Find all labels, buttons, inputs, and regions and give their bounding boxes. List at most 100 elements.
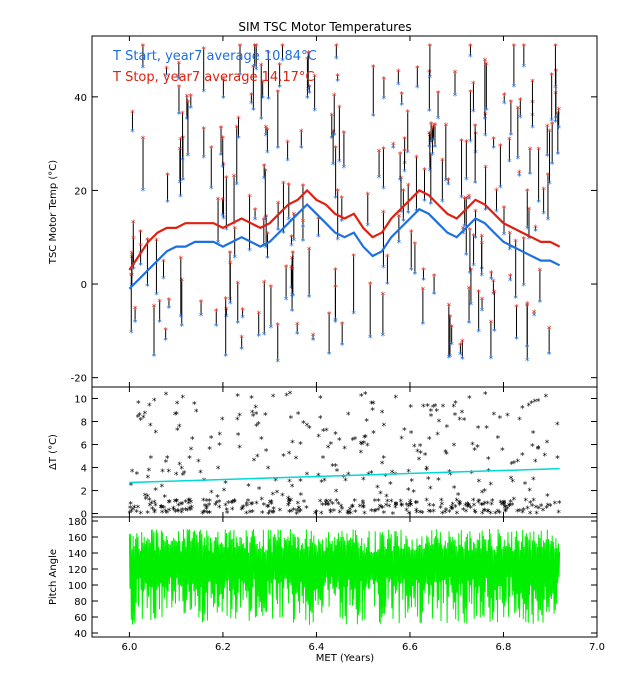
delta-t-point: * — [346, 411, 351, 421]
delta-t-point: * — [347, 509, 352, 519]
stop-point: * — [199, 299, 204, 309]
delta-t-point: * — [183, 499, 188, 509]
stop-point: * — [252, 42, 257, 52]
delta-t-point: * — [407, 510, 412, 520]
stop-point: * — [479, 233, 484, 243]
stop-point: * — [405, 109, 410, 119]
delta-t-point: * — [333, 431, 338, 441]
start-point: * — [538, 298, 543, 308]
delta-t-point: * — [183, 507, 188, 517]
delta-t-point: * — [383, 472, 388, 482]
delta-t-point: * — [452, 442, 457, 452]
start-point: * — [202, 154, 207, 164]
delta-t-point: * — [497, 509, 502, 519]
delta-t-point: * — [486, 508, 491, 518]
stop-point: * — [533, 224, 538, 234]
start-point: * — [525, 357, 530, 367]
delta-t-point: * — [294, 511, 299, 521]
delta-t-point: * — [162, 493, 167, 503]
stop-point: * — [421, 267, 426, 277]
stop-point: * — [491, 136, 496, 146]
delta-t-point: * — [531, 497, 536, 507]
start-point: * — [285, 157, 290, 167]
start-point: * — [483, 115, 488, 125]
delta-t-point: * — [284, 392, 289, 402]
delta-t-point: * — [299, 491, 304, 501]
delta-t-point: * — [453, 411, 458, 421]
delta-t-point: * — [266, 511, 271, 521]
delta-t-point: * — [163, 508, 168, 518]
temperature-running-averages — [128, 188, 561, 290]
start-point: * — [262, 242, 267, 252]
y-tick-label: 40 — [74, 629, 87, 640]
start-point: * — [214, 323, 219, 333]
stop-point: * — [415, 64, 420, 74]
start-point: * — [330, 135, 335, 145]
delta-t-point: * — [466, 502, 471, 512]
delta-t-point: * — [129, 508, 134, 518]
start-point: * — [530, 124, 535, 134]
stop-point: * — [164, 65, 169, 75]
start-point: * — [430, 151, 435, 161]
start-point: * — [396, 81, 401, 91]
delta-t-point: * — [542, 452, 547, 462]
delta-t-point: * — [148, 502, 153, 512]
stop-point: * — [398, 151, 403, 161]
start-point: * — [512, 83, 517, 93]
delta-t-point: * — [508, 499, 513, 509]
delta-t-point: * — [130, 468, 135, 478]
delta-t-point: * — [458, 500, 463, 510]
start-point: * — [276, 358, 281, 368]
start-point: * — [458, 351, 463, 361]
start-point: * — [185, 115, 190, 125]
stop-point: * — [521, 236, 526, 246]
delta-t-point: * — [408, 498, 413, 508]
stop-point: * — [483, 57, 488, 67]
delta-t-point: * — [266, 503, 271, 513]
x-tick-label: 6.2 — [215, 642, 231, 653]
delta-t-point: * — [134, 509, 139, 519]
delta-t-point: * — [160, 468, 165, 478]
delta-t-point: * — [239, 506, 244, 516]
stop-point: * — [327, 311, 332, 321]
stop-point: * — [263, 167, 268, 177]
delta-t-point: * — [346, 511, 351, 521]
delta-t-point: * — [443, 509, 448, 519]
y-tick-label: 40 — [74, 93, 87, 104]
y-tick-label: 0 — [81, 280, 87, 291]
stop-point: * — [433, 121, 438, 131]
stop-point: * — [186, 99, 191, 109]
stop-point: * — [546, 172, 551, 182]
stop-point: * — [464, 195, 469, 205]
stop-point: * — [201, 46, 206, 56]
start-point: * — [449, 341, 454, 351]
stop-point: * — [264, 124, 269, 134]
stop-point: * — [479, 240, 484, 250]
delta-t-point: * — [335, 468, 340, 478]
start-point: * — [342, 164, 347, 174]
stop-point: * — [167, 296, 172, 306]
delta-t-point: * — [164, 391, 169, 401]
x-axis-label: MET (Years) — [316, 653, 375, 664]
delta-t-point: * — [176, 508, 181, 518]
delta-t-point: * — [387, 503, 392, 513]
delta-t-point: * — [201, 497, 206, 507]
delta-t-point: * — [166, 468, 171, 478]
delta-t-point: * — [361, 498, 366, 508]
delta-t-point: * — [302, 499, 307, 509]
delta-t-point: * — [369, 507, 374, 517]
delta-t-point: * — [152, 499, 157, 509]
delta-t-point: * — [523, 480, 528, 490]
stop-point: * — [214, 308, 219, 318]
delta-t-point: * — [440, 510, 445, 520]
delta-t-point: * — [528, 500, 533, 510]
start-point: * — [429, 139, 434, 149]
start-point: * — [333, 194, 338, 204]
start-point: * — [541, 210, 546, 220]
delta-t-point: * — [465, 504, 470, 514]
delta-t-point: * — [453, 400, 458, 410]
delta-t-trend-line — [129, 467, 560, 484]
delta-t-point: * — [457, 501, 462, 511]
temperature-panel: * * * * * * * * * * * * * * * * * * * * * * * * * * * * * * * * * * * * * * * *… — [48, 35, 598, 388]
delta-t-point: * — [223, 502, 228, 512]
